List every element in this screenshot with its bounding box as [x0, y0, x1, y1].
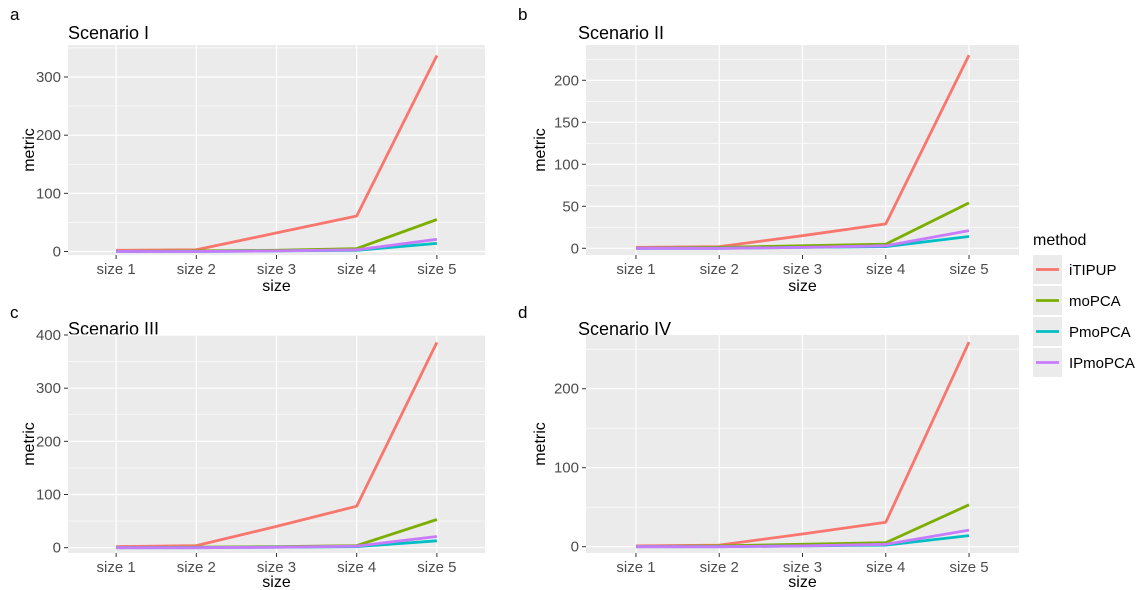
panel-letter: d	[518, 303, 527, 322]
y-tick-label: 100	[554, 460, 579, 477]
x-tick-label: size 5	[949, 559, 988, 576]
legend-title: method	[1033, 232, 1086, 249]
x-tick-label: size 2	[177, 261, 216, 278]
y-tick-label: 150	[554, 114, 579, 131]
series-line-ipmopca	[116, 535, 438, 550]
x-tick-label: size 2	[177, 559, 216, 576]
legend-item: PmoPCA	[1033, 317, 1131, 346]
panel-letter: a	[10, 5, 20, 24]
x-tick-label: size 3	[783, 261, 822, 278]
chart-panel-b: b Scenario II 0 50 100 150 200 size 1 size 2 size…	[518, 5, 1019, 295]
y-tick-label: 50	[562, 198, 579, 215]
series-line-ipmopca	[636, 528, 970, 549]
series-line-ipmopca	[636, 229, 970, 250]
y-tick-label: 300	[36, 380, 61, 397]
x-tick-label: size 3	[783, 559, 822, 576]
y-tick-label: 200	[36, 127, 61, 144]
legend-label: PmoPCA	[1069, 324, 1131, 341]
x-axis-title: size	[788, 278, 817, 295]
x-tick-label: size 3	[257, 261, 296, 278]
x-tick-label: size 4	[337, 261, 376, 278]
y-tick-label: 100	[36, 185, 61, 202]
legend-label: IPmoPCA	[1069, 355, 1135, 372]
legend-label: iTIPUP	[1069, 262, 1117, 279]
x-tick-label: size 4	[866, 261, 905, 278]
x-tick-label: size 1	[616, 261, 655, 278]
x-tick-label: size 5	[417, 261, 456, 278]
series-line-ipmopca	[116, 237, 438, 253]
panel-letter: c	[10, 303, 19, 322]
series-line-itipup	[116, 341, 439, 548]
y-tick-label: 200	[554, 381, 579, 398]
x-tick-label: size 5	[949, 261, 988, 278]
y-axis-title: metric	[21, 128, 38, 172]
x-tick-label: size 1	[97, 559, 136, 576]
x-tick-label: size 1	[97, 261, 136, 278]
y-axis-title: metric	[532, 128, 549, 172]
y-tick-label: 0	[571, 240, 579, 257]
y-axis-title: metric	[532, 422, 549, 466]
panel-title: Scenario I	[68, 23, 149, 43]
y-axis-title: metric	[21, 422, 38, 466]
panel-title: Scenario III	[68, 319, 159, 339]
y-tick-label: 0	[571, 539, 579, 556]
x-tick-label: size 1	[616, 559, 655, 576]
x-axis-title: size	[788, 574, 817, 590]
chart-panel-c: c Scenario III 0 100 200 300 400 size 1 size 2 si…	[10, 303, 485, 590]
x-tick-label: size 2	[700, 559, 739, 576]
x-axis-title: size	[262, 278, 291, 295]
legend-item: iTIPUP	[1033, 255, 1117, 284]
panel-title: Scenario IV	[578, 319, 671, 339]
y-tick-label: 200	[36, 433, 61, 450]
x-tick-label: size 2	[700, 261, 739, 278]
y-tick-label: 0	[53, 540, 61, 557]
legend-item: moPCA	[1033, 286, 1121, 315]
y-tick-label: 200	[554, 72, 579, 89]
x-tick-label: size 4	[866, 559, 905, 576]
y-tick-label: 100	[554, 156, 579, 173]
panel-title: Scenario II	[578, 23, 664, 43]
x-tick-label: size 5	[417, 559, 456, 576]
x-tick-label: size 3	[257, 559, 296, 576]
legend-label: moPCA	[1069, 293, 1121, 310]
y-tick-label: 300	[36, 69, 61, 86]
legend: method iTIPUP moPCA PmoPCA IPmoPCA	[1033, 232, 1135, 377]
panel-letter: b	[518, 5, 527, 24]
y-tick-label: 400	[36, 327, 61, 344]
x-axis-title: size	[262, 574, 291, 590]
x-tick-label: size 4	[337, 559, 376, 576]
y-tick-label: 100	[36, 487, 61, 504]
y-tick-label: 0	[53, 244, 61, 261]
legend-item: IPmoPCA	[1033, 348, 1135, 377]
